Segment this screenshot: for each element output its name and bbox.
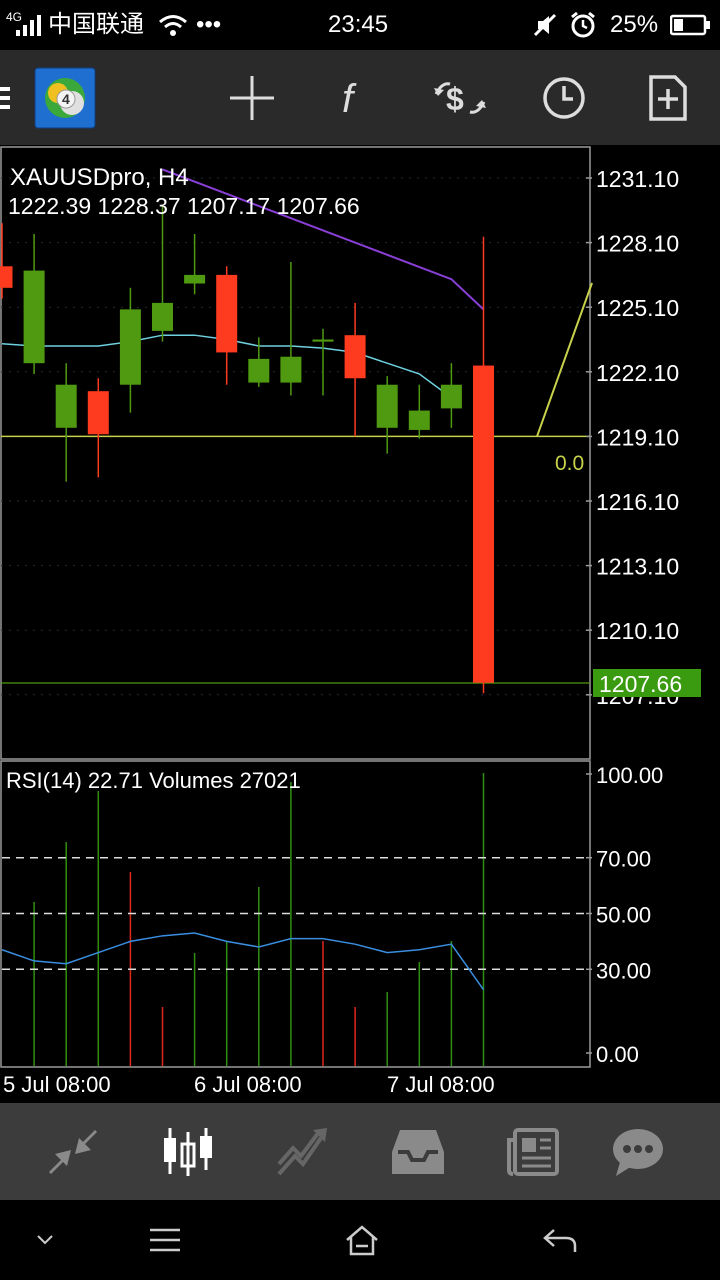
price-tick-label: 1210.10 <box>596 618 679 644</box>
purple-indicator-line <box>162 168 485 311</box>
add-object-button[interactable] <box>628 50 708 145</box>
back-icon <box>543 1229 577 1252</box>
trade-button[interactable]: $ <box>420 50 500 145</box>
battery-icon <box>670 14 710 36</box>
alarm-icon <box>571 11 595 38</box>
app-logo[interactable]: 4 <box>30 50 100 145</box>
price-tick-label: 1216.10 <box>596 489 679 515</box>
price-axis: 1231.10 1228.10 1225.10 1222.10 1219.10 1216.… <box>586 166 679 1067</box>
ohlc-label: 1222.39 1228.37 1207.17 1207.66 <box>8 193 360 219</box>
nav-home-button[interactable] <box>317 1200 407 1280</box>
chat-icon <box>613 1128 663 1176</box>
signal-icon <box>16 15 41 36</box>
timeframe-icon <box>543 76 585 119</box>
inbox-icon <box>392 1129 444 1174</box>
rsi-tick-label: 70.00 <box>596 847 651 872</box>
rsi-tick-label: 50.00 <box>596 903 651 928</box>
mute-icon <box>533 13 557 37</box>
price-chart[interactable]: 1231.10 1228.10 1225.10 1222.10 1219.10 1216.… <box>0 145 720 1105</box>
candle-body <box>23 270 45 364</box>
wifi-icon <box>159 15 187 36</box>
level-label: 0.0 <box>555 452 584 475</box>
svg-text:$: $ <box>446 81 464 117</box>
nav-back-button[interactable] <box>515 1200 605 1280</box>
tab-quotes[interactable] <box>23 1103 123 1200</box>
price-tick-label: 1213.10 <box>596 554 679 580</box>
candle-body <box>0 266 13 288</box>
time-label-3: 7 Jul 08:00 <box>387 1072 495 1097</box>
network-type: 4G <box>6 10 23 24</box>
price-tick-label: 1222.10 <box>596 360 679 386</box>
candle-body <box>280 356 302 383</box>
tab-history[interactable] <box>368 1103 468 1200</box>
candle-body <box>152 302 173 331</box>
menu-icon <box>0 86 10 109</box>
tab-news[interactable] <box>483 1103 583 1200</box>
main-pane-frame <box>0 146 591 760</box>
timeframe-button[interactable] <box>524 50 604 145</box>
tab-chart[interactable] <box>138 1103 238 1200</box>
rsi-tick-label: 0.00 <box>596 1042 639 1067</box>
candle-body <box>216 274 238 353</box>
status-bar: 4G 中国联通 ••• 23:45 25% <box>0 0 720 50</box>
chart-canvas[interactable]: 1231.10 1228.10 1225.10 1222.10 1219.10 1216.… <box>0 145 720 1105</box>
clock: 23:45 <box>328 11 389 38</box>
nav-collapse-button[interactable] <box>0 1200 90 1280</box>
price-tick-label: 1231.10 <box>596 166 679 192</box>
rsi-tick-label: 30.00 <box>596 958 651 983</box>
candle-body <box>248 358 270 383</box>
tab-trade[interactable] <box>253 1103 353 1200</box>
indicators-icon: f <box>342 77 357 121</box>
candle-body <box>376 384 398 428</box>
toolbar: 4 f $ <box>0 50 720 145</box>
menu-icon <box>150 1228 180 1252</box>
trade-icon: $ <box>434 81 486 117</box>
current-price: 1207.66 <box>599 671 682 697</box>
trade-chart-icon <box>277 1127 327 1175</box>
rsi-pane <box>1 856 590 991</box>
candle-body <box>408 410 430 430</box>
battery-percent: 25% <box>610 11 659 38</box>
rsi-tick-label: 100.00 <box>596 763 663 788</box>
home-icon <box>346 1225 378 1256</box>
indicators-button[interactable]: f <box>316 50 396 145</box>
nav-menu-button[interactable] <box>120 1200 210 1280</box>
svg-text:4: 4 <box>62 91 70 107</box>
candles-icon <box>164 1127 212 1176</box>
candle-body <box>119 309 141 385</box>
menu-button[interactable] <box>0 50 28 145</box>
indicator-label: RSI(14) 22.71 Volumes 27021 <box>6 768 301 793</box>
time-label-2: 6 Jul 08:00 <box>194 1072 302 1097</box>
current-price-box <box>593 669 701 697</box>
price-tick-label: 1219.10 <box>596 424 679 450</box>
chevron-down-icon <box>37 1235 53 1245</box>
add-object-icon <box>649 74 687 121</box>
candle-body <box>473 365 494 683</box>
bottom-tab-bar <box>0 1103 720 1200</box>
crosshair-button[interactable] <box>212 50 292 145</box>
time-label-1: 5 Jul 08:00 <box>3 1072 111 1097</box>
candle-body <box>440 384 462 409</box>
mt4-logo-icon: 4 <box>34 67 96 128</box>
symbol-label: XAUUSDpro, H4 <box>10 164 189 191</box>
more-indicator: ••• <box>196 11 222 38</box>
news-icon <box>507 1127 559 1176</box>
price-tick-label: 1228.10 <box>596 231 679 257</box>
system-nav-bar <box>0 1200 720 1280</box>
candles[interactable] <box>0 205 494 694</box>
candle-body <box>344 335 366 379</box>
price-tick-label: 1225.10 <box>596 295 679 321</box>
crosshair-icon <box>230 75 274 120</box>
carrier-name: 中国联通 <box>48 11 144 38</box>
candle-body <box>87 391 109 435</box>
volume-bars <box>33 773 485 1066</box>
quotes-icon <box>49 1129 97 1174</box>
svg-text:f: f <box>342 77 357 121</box>
trend-segment <box>536 282 593 437</box>
rsi-line <box>1 932 485 991</box>
candle-body <box>184 274 206 284</box>
candle-body <box>55 384 77 428</box>
tab-chat[interactable] <box>588 1103 688 1200</box>
candle-body <box>312 339 334 342</box>
